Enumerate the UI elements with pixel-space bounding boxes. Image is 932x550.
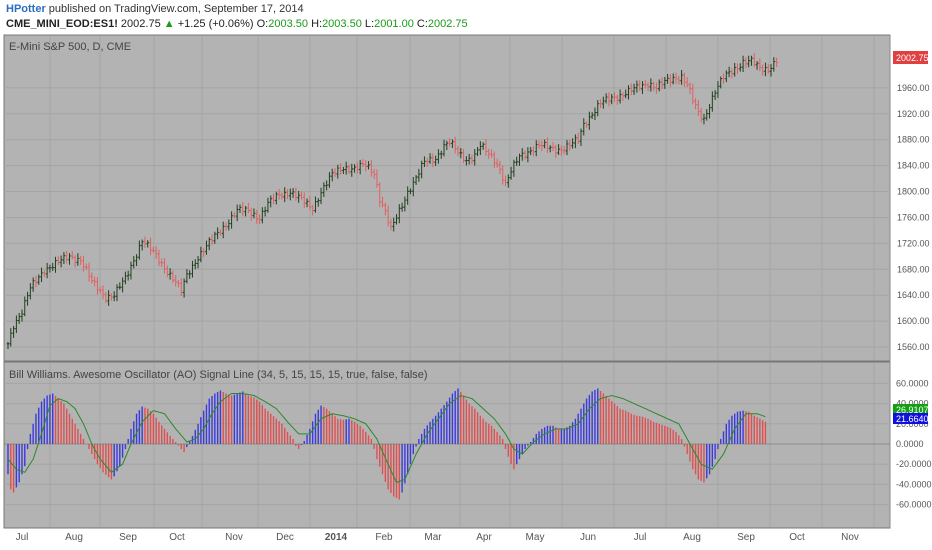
high-label: H: <box>311 18 323 30</box>
low-value: 2001.00 <box>374 18 414 30</box>
price-tick-label: 1640.00 <box>897 290 930 300</box>
x-tick-label: Aug <box>683 532 701 543</box>
price-tick-label: 1760.00 <box>897 212 930 222</box>
change-value: +1.25 (+0.06%) <box>177 18 254 30</box>
x-axis-labels: Jul Aug Sep Oct Nov Dec 2014 Feb Mar Apr May Jun Jul… <box>16 532 859 543</box>
x-tick-label: Sep <box>737 532 755 543</box>
price-tick-label: 1960.00 <box>897 83 930 93</box>
x-tick-label: 2014 <box>325 532 348 543</box>
signal-tag: 26.9107 <box>893 404 929 415</box>
oscillator-tick-label: 0.0000 <box>896 439 924 449</box>
oscillator-tick-label: -40.0000 <box>896 479 932 489</box>
last-price-tag: 2002.75 <box>893 51 929 64</box>
low-label: L: <box>364 18 375 30</box>
price-pane <box>3 34 891 362</box>
oscillator-pane-title: Bill Williams. Awesome Oscillator (AO) S… <box>9 369 428 381</box>
open-label: O: <box>256 18 269 30</box>
close-value: 2002.75 <box>427 18 468 30</box>
x-tick-label: Mar <box>424 532 442 543</box>
x-tick-label: Sep <box>119 532 137 543</box>
price-tick-label: 1680.00 <box>897 264 930 274</box>
x-tick-label: Dec <box>276 532 294 543</box>
oscillator-tick-label: 60.0000 <box>896 378 929 388</box>
price-tick-label: 1600.00 <box>897 316 930 326</box>
oscillator-tick-label: 40.0000 <box>896 399 929 409</box>
price-tick-label: 1560.00 <box>897 342 930 352</box>
published-text: published on TradingView.com, September … <box>48 3 304 15</box>
x-tick-label: May <box>526 532 545 543</box>
oscillator-tick-label: -60.0000 <box>896 500 932 510</box>
high-value: 2003.50 <box>322 18 362 30</box>
signal-line <box>7 393 766 484</box>
x-tick-label: Oct <box>789 532 805 543</box>
up-arrow-icon: ▲ <box>163 18 175 30</box>
price-y-ticks: 1560.00 1600.00 1640.00 1680.00 1720.00 1760.… <box>897 83 930 352</box>
x-tick-label: Feb <box>375 532 393 543</box>
ao-tag: 21.6640 <box>893 413 929 424</box>
candles <box>6 53 778 349</box>
x-tick-label: Apr <box>476 532 492 543</box>
price-tick-label: 1800.00 <box>897 187 930 197</box>
x-tick-label: Jul <box>634 532 647 543</box>
ao-tag-text: 21.6640 <box>896 414 929 424</box>
signal-tag-text: 26.9107 <box>896 405 929 415</box>
price-axis <box>890 35 928 528</box>
price-tick-label: 1920.00 <box>897 109 930 119</box>
x-tick-label: Nov <box>841 532 859 543</box>
x-tick-label: Nov <box>225 532 243 543</box>
x-tick-label: Oct <box>169 532 185 543</box>
price-tick-label: 1840.00 <box>897 161 930 171</box>
x-tick-label: Aug <box>65 532 83 543</box>
open-value: 2003.50 <box>268 18 308 30</box>
price-tick-label: 1880.00 <box>897 135 930 145</box>
oscillator-tick-label: -20.0000 <box>896 459 932 469</box>
last-price: 2002.75 <box>120 18 161 30</box>
last-price-tag-text: 2002.75 <box>896 53 929 63</box>
price-pane-title: E-Mini S&P 500, D, CME <box>9 41 131 53</box>
x-tick-label: Jul <box>16 532 29 543</box>
publish-line: HPotter published on TradingView.com, Se… <box>6 3 304 15</box>
oscillator-pane <box>3 361 891 529</box>
symbol-name: CME_MINI_EOD:ES1! <box>6 18 118 30</box>
symbol-line: CME_MINI_EOD:ES1! 2002.75 ▲ +1.25 (+0.06… <box>6 18 468 30</box>
x-tick-label: Jun <box>580 532 596 543</box>
close-label: C: <box>416 18 428 30</box>
price-tick-label: 1720.00 <box>897 238 930 248</box>
author-link[interactable]: HPotter <box>6 3 46 15</box>
